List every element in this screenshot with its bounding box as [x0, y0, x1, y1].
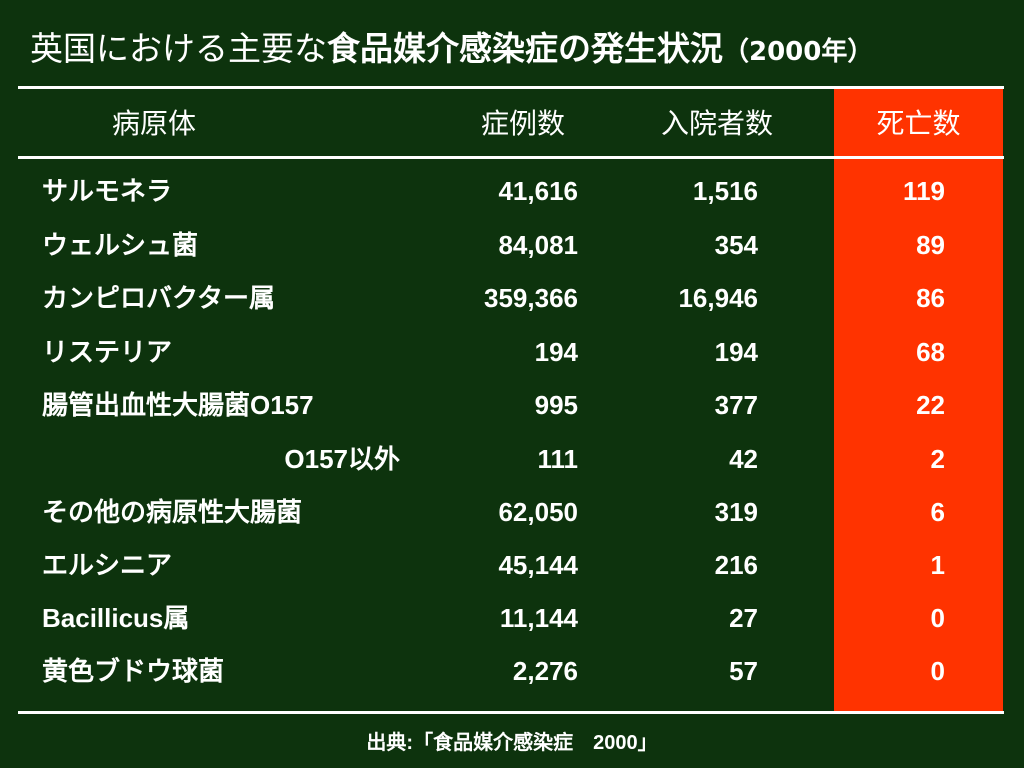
row-cases: 359,366 [484, 283, 578, 313]
row-deaths: 22 [916, 390, 945, 420]
row-hospitalized: 1,516 [692, 176, 758, 206]
row-hospitalized: 354 [714, 230, 758, 260]
row-pathogen-name: Bacillicus属 [42, 603, 190, 633]
row-hospitalized: 377 [714, 390, 758, 420]
row-deaths: 0 [930, 656, 945, 686]
title-main: 食品媒介感染症の発生状況 [327, 29, 723, 68]
title-prefix: 英国における主要な [30, 29, 327, 68]
header-deaths: 死亡数 [876, 107, 961, 140]
row-deaths: 86 [916, 283, 945, 313]
row-deaths: 0 [930, 603, 945, 633]
table-header-rule [18, 156, 1004, 159]
header-pathogen: 病原体 [112, 107, 197, 140]
row-hospitalized: 216 [714, 550, 758, 580]
row-pathogen-name: リステリア [42, 337, 173, 367]
row-pathogen-name: 黄色ブドウ球菌 [42, 656, 225, 686]
row-hospitalized: 194 [714, 337, 758, 367]
row-cases: 194 [534, 337, 578, 367]
row-deaths: 119 [903, 176, 945, 206]
row-cases: 62,050 [498, 497, 578, 527]
row-deaths: 68 [916, 337, 945, 367]
row-cases: 41,616 [498, 176, 578, 206]
source-citation: 出典:「食品媒介感染症 2000」 [366, 732, 658, 754]
page-title: 英国における主要な食品媒介感染症の発生状況（2000年） [30, 22, 873, 70]
table-bottom-rule [18, 711, 1004, 714]
row-cases: 84,081 [498, 230, 578, 260]
row-deaths: 89 [916, 230, 945, 260]
table-top-rule [18, 86, 1004, 89]
row-cases: 2,276 [512, 656, 578, 686]
row-deaths: 2 [930, 444, 945, 474]
row-cases: 995 [534, 390, 578, 420]
row-hospitalized: 42 [729, 444, 758, 474]
row-deaths: 6 [930, 497, 945, 527]
row-hospitalized: 57 [729, 656, 758, 686]
title-year: （2000年） [723, 37, 874, 67]
row-cases: 45,144 [498, 550, 578, 580]
row-pathogen-name: O157以外 [284, 444, 400, 474]
row-pathogen-name: サルモネラ [42, 176, 173, 206]
row-hospitalized: 27 [729, 603, 758, 633]
header-cases: 症例数 [480, 107, 565, 140]
death-column-highlight [834, 89, 1003, 711]
row-pathogen-name: 腸管出血性大腸菌O157 [42, 390, 314, 420]
row-deaths: 1 [930, 550, 945, 580]
row-cases: 11,144 [499, 603, 578, 633]
row-hospitalized: 16,946 [678, 283, 758, 313]
row-pathogen-name: カンピロバクター属 [42, 283, 275, 313]
row-pathogen-name: その他の病原性大腸菌 [42, 497, 303, 527]
row-cases: 111 [537, 444, 578, 474]
header-hospitalized: 入院者数 [660, 107, 773, 140]
row-pathogen-name: エルシニア [42, 550, 173, 580]
row-pathogen-name: ウェルシュ菌 [42, 230, 199, 260]
row-hospitalized: 319 [714, 497, 758, 527]
